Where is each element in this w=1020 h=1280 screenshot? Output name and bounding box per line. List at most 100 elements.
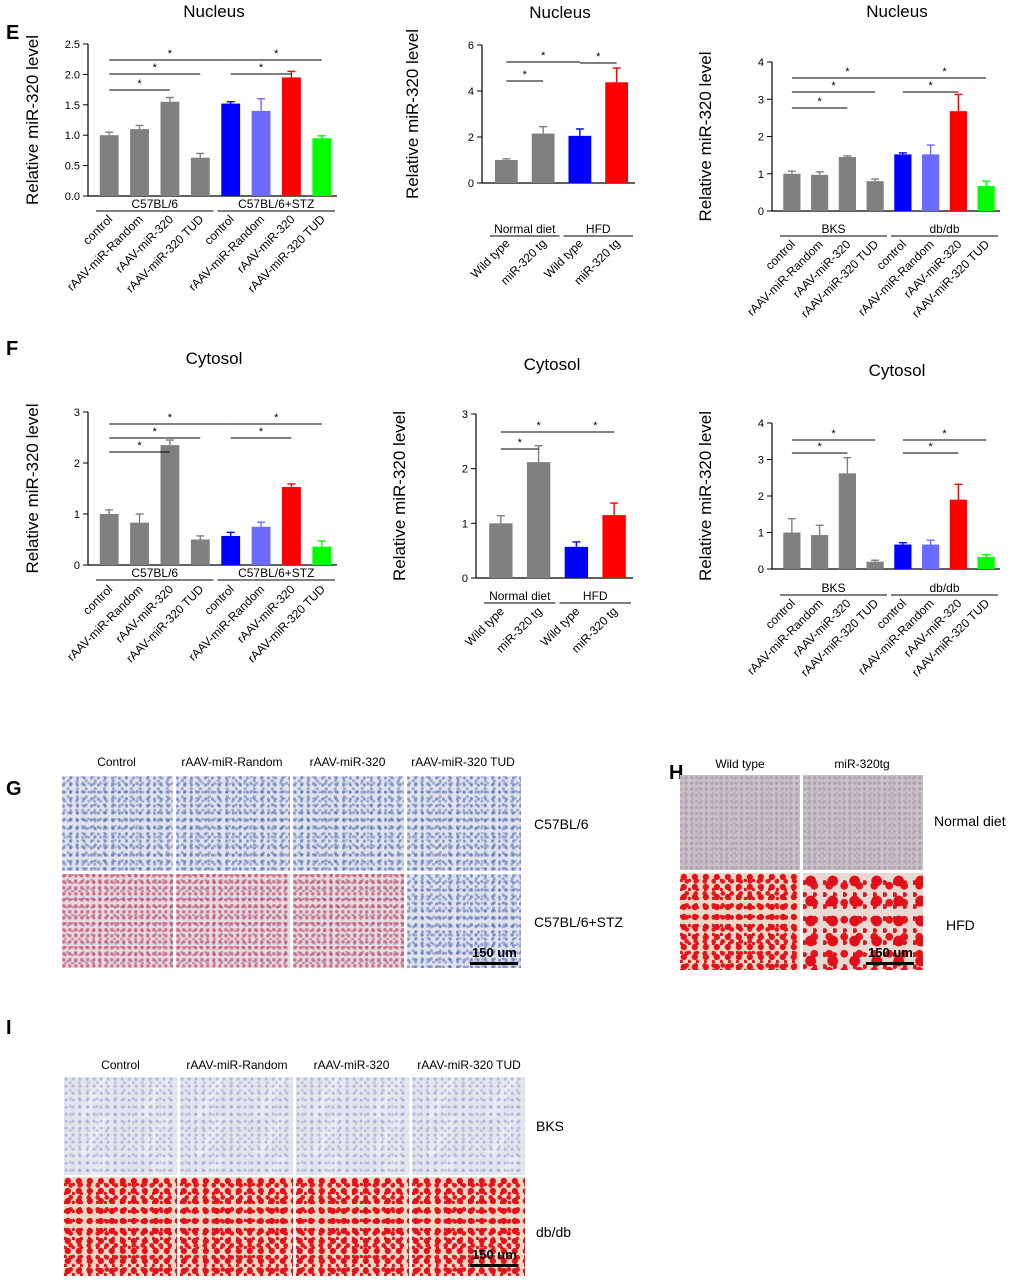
group-label: Normal diet	[494, 222, 556, 236]
bar	[977, 556, 995, 569]
significance-star: *	[153, 62, 158, 74]
significance-star: *	[593, 420, 598, 432]
group-label: HFD	[583, 589, 608, 603]
micrograph	[803, 775, 923, 870]
bar	[894, 544, 912, 569]
y-tick-label: 2.0	[65, 69, 80, 81]
y-tick-label: 2	[468, 132, 474, 144]
group-label: Normal diet	[489, 589, 551, 603]
y-tick-label: 0	[758, 206, 764, 218]
panel-label-g: G	[6, 778, 22, 800]
panel-label-f: F	[6, 338, 19, 360]
bar	[190, 157, 210, 196]
group-label: db/db	[929, 581, 959, 595]
significance-star: *	[536, 420, 541, 432]
significance-star: *	[168, 412, 173, 424]
scale-bar-label: 150 um	[868, 945, 913, 960]
scale-bar	[470, 1264, 518, 1267]
y-tick-label: 6	[468, 40, 474, 52]
bar	[312, 546, 332, 565]
micrograph	[407, 776, 521, 871]
micrograph	[803, 873, 923, 970]
significance-star: *	[153, 426, 158, 438]
y-tick-label: 0.0	[65, 191, 80, 203]
h-col-title: Wild type	[715, 757, 765, 771]
micrograph	[176, 776, 290, 871]
h-col-title: miR-320tg	[834, 757, 890, 771]
significance-star: *	[942, 66, 947, 78]
y-tick-label: 2	[758, 491, 764, 503]
bar	[221, 103, 241, 196]
bar	[949, 111, 967, 211]
y-tick-label: 3	[74, 407, 80, 419]
panel-label-h: H	[669, 762, 684, 784]
bar	[605, 82, 629, 183]
significance-star: *	[274, 412, 279, 424]
significance-star: *	[845, 66, 850, 78]
micrograph	[293, 874, 404, 968]
micrograph	[407, 874, 521, 968]
bar	[783, 173, 801, 211]
bar	[282, 486, 301, 565]
g-col-title: rAAV-miR-Random	[181, 755, 283, 769]
significance-star: *	[928, 80, 933, 92]
g-col-title: rAAV-miR-320	[309, 755, 386, 769]
bar	[221, 535, 241, 565]
bar	[251, 110, 271, 196]
group-label: HFD	[586, 222, 611, 236]
y-tick-label: 4	[468, 86, 474, 98]
chart-title: Nucleus	[866, 2, 927, 21]
chart-title: Cytosol	[186, 349, 243, 368]
h-row-label: Normal diet	[934, 813, 1006, 829]
significance-star: *	[928, 441, 933, 453]
bar	[949, 499, 967, 569]
chart-title: Cytosol	[524, 355, 581, 374]
significance-star: *	[831, 80, 836, 92]
significance-star: *	[168, 48, 173, 60]
g-col-title: rAAV-miR-320 TUD	[411, 755, 515, 769]
significance-star: *	[137, 78, 142, 90]
bar	[160, 101, 180, 196]
i-row-label: BKS	[536, 1118, 565, 1134]
bar	[568, 135, 592, 183]
scale-bar-label: 150 um	[472, 945, 517, 960]
group-label: C57BL/6+STZ	[238, 566, 314, 580]
g-row-label: C57BL/6	[534, 816, 589, 832]
bar	[531, 133, 555, 183]
significance-star: *	[942, 428, 947, 440]
bar	[494, 160, 518, 183]
chart-title: Nucleus	[183, 2, 244, 21]
bar	[564, 546, 589, 578]
significance-star: *	[518, 437, 523, 449]
y-tick-label: 0.5	[65, 161, 80, 173]
bar	[922, 154, 940, 211]
panel-label-i: I	[6, 1017, 12, 1039]
y-tick-label: 2.5	[65, 39, 80, 51]
y-axis-label: Relative miR-320 level	[696, 411, 715, 581]
bar	[99, 514, 119, 565]
group-label: BKS	[821, 581, 845, 595]
bar	[526, 462, 551, 578]
i-col-title: rAAV-miR-320 TUD	[417, 1058, 521, 1072]
bar	[894, 154, 912, 211]
scale-bar	[866, 962, 914, 965]
g-row-label: C57BL/6+STZ	[534, 914, 624, 930]
group-label: C57BL/6+STZ	[238, 197, 314, 211]
micrograph	[62, 874, 173, 968]
micrograph	[296, 1177, 409, 1276]
bar	[160, 445, 180, 565]
g-col-title: Control	[97, 755, 136, 769]
y-tick-label: 2	[758, 132, 764, 144]
micrograph	[176, 874, 290, 968]
significance-star: *	[817, 96, 822, 108]
y-tick-label: 0	[74, 560, 80, 572]
scale-bar	[470, 962, 518, 965]
bar	[130, 522, 149, 565]
group-label: C57BL/6	[131, 566, 178, 580]
significance-star: *	[523, 69, 528, 81]
bar	[866, 561, 884, 569]
micrograph	[62, 776, 173, 871]
significance-star: *	[274, 48, 279, 60]
micrograph	[412, 1177, 525, 1276]
